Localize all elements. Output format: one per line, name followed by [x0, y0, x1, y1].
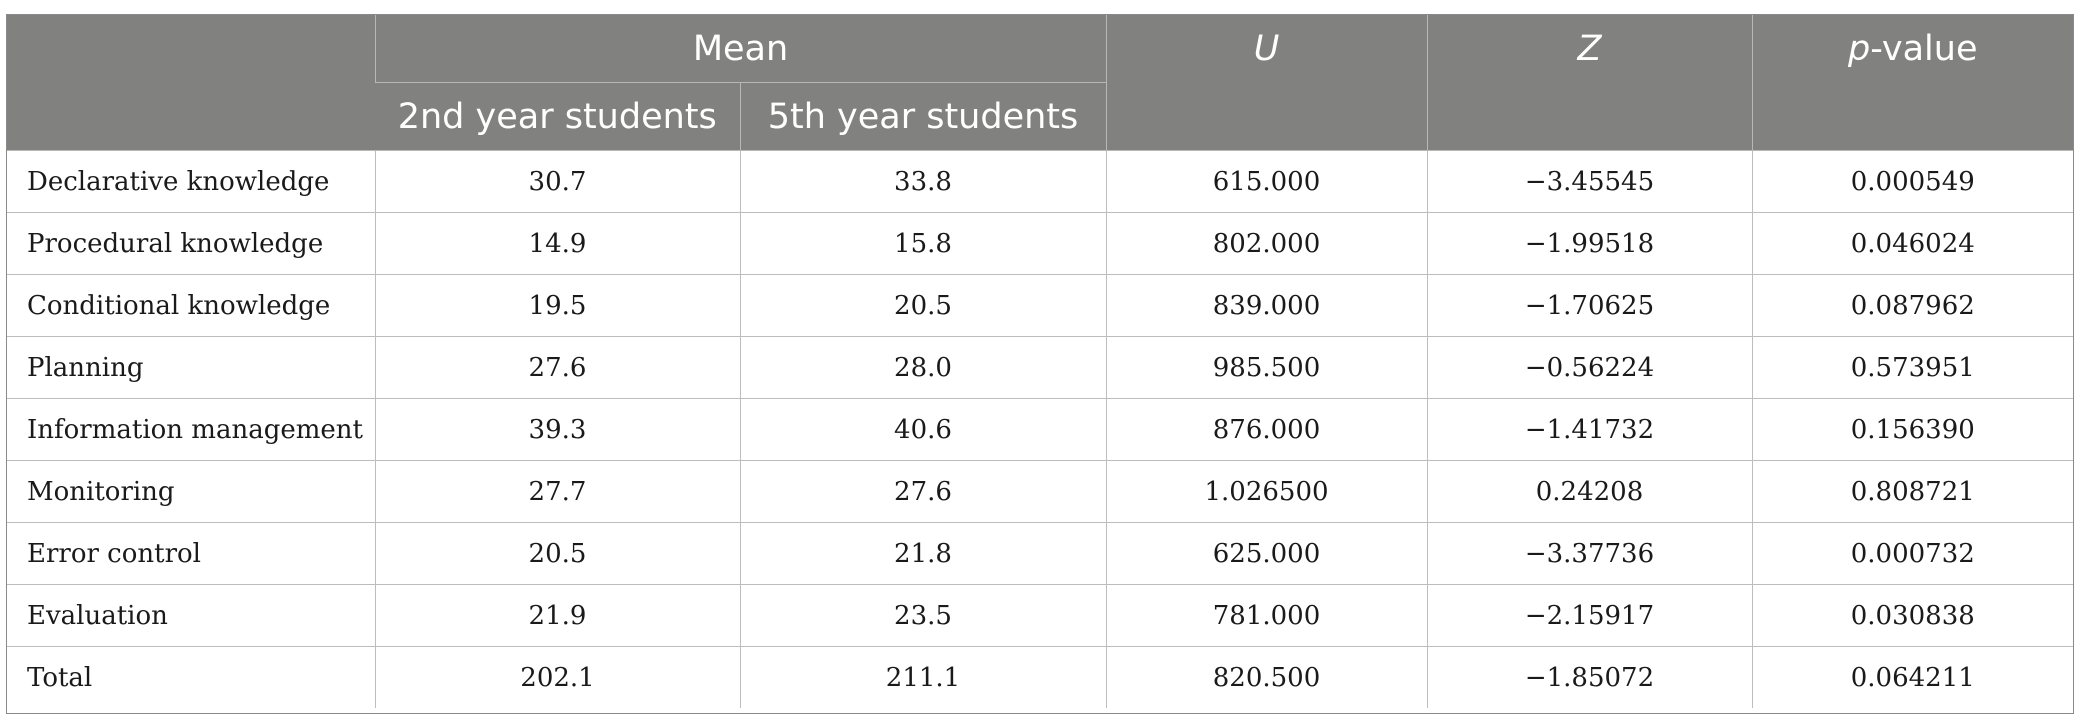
- p-value: 0.573951: [1751, 336, 2073, 399]
- header-p-italic: p: [1847, 29, 1871, 69]
- mean-second-year: 20.5: [374, 522, 740, 585]
- table-row: Declarative knowledge 30.7 33.8 615.000 …: [7, 150, 2073, 213]
- mean-fifth-year: 15.8: [739, 212, 1106, 275]
- row-label: Error control: [7, 522, 375, 585]
- header-z: Z: [1426, 15, 1752, 151]
- u-value: 985.500: [1105, 336, 1427, 399]
- header-row-top: Mean U Z p-value: [7, 15, 2073, 151]
- table-row: Evaluation 21.9 23.5 781.000 −2.15917 0.…: [7, 584, 2073, 647]
- mean-second-year: 19.5: [374, 274, 740, 337]
- p-value: 0.046024: [1751, 212, 2073, 275]
- p-value: 0.156390: [1751, 398, 2073, 461]
- u-value: 625.000: [1105, 522, 1427, 585]
- header-p-value: p-value: [1751, 15, 2073, 151]
- mean-fifth-year: 33.8: [739, 150, 1106, 213]
- z-value: −3.45545: [1426, 150, 1752, 213]
- header-u: U: [1105, 15, 1427, 151]
- header-second-year: 2nd year students: [375, 82, 740, 151]
- mean-second-year: 27.7: [374, 460, 740, 523]
- header-row-bottom: 2nd year students 5th year students: [7, 82, 2073, 151]
- z-value: −1.41732: [1426, 398, 1752, 461]
- p-value: 0.030838: [1751, 584, 2073, 647]
- mean-fifth-year: 23.5: [739, 584, 1106, 647]
- u-value: 1.026500: [1105, 460, 1427, 523]
- table-row: Procedural knowledge 14.9 15.8 802.000 −…: [7, 212, 2073, 275]
- z-value: −1.99518: [1426, 212, 1752, 275]
- results-table-frame: Mean U Z p-value 2nd year students 5th y…: [6, 14, 2074, 714]
- header-p-rest: -value: [1870, 29, 1978, 69]
- table-row: Monitoring 27.7 27.6 1.026500 0.24208 0.…: [7, 460, 2073, 523]
- header-mean: Mean: [374, 15, 1106, 83]
- u-value: 615.000: [1105, 150, 1427, 213]
- row-label: Planning: [7, 336, 375, 399]
- row-label: Evaluation: [7, 584, 375, 647]
- row-label: Total: [27, 662, 93, 693]
- header-empty-cell: [7, 15, 375, 151]
- row-label: Procedural knowledge: [7, 212, 375, 275]
- p-value: 0.000549: [1751, 150, 2073, 213]
- mean-second-year: 202.1: [374, 646, 740, 708]
- p-value: 0.000732: [1751, 522, 2073, 585]
- z-value: 0.24208: [1426, 460, 1752, 523]
- mean-second-year: 14.9: [374, 212, 740, 275]
- mean-second-year: 27.6: [374, 336, 740, 399]
- row-label: Monitoring: [7, 460, 375, 523]
- results-table: Mean U Z p-value 2nd year students 5th y…: [7, 15, 2073, 708]
- header-fifth-year: 5th year students: [739, 82, 1106, 151]
- row-label: Information management: [7, 398, 375, 461]
- u-value: 820.500: [1105, 646, 1427, 708]
- z-value: −1.85072: [1426, 646, 1752, 708]
- z-value: −0.56224: [1426, 336, 1752, 399]
- header-u-label: U: [1253, 29, 1280, 69]
- z-value: −3.37736: [1426, 522, 1752, 585]
- table-row: Conditional knowledge 19.5 20.5 839.000 …: [7, 274, 2073, 337]
- u-value: 876.000: [1105, 398, 1427, 461]
- z-value: −1.70625: [1426, 274, 1752, 337]
- row-label: Declarative knowledge: [7, 150, 375, 213]
- z-value: −2.15917: [1426, 584, 1752, 647]
- table-row: Planning 27.6 28.0 985.500 −0.56224 0.57…: [7, 336, 2073, 399]
- u-value: 839.000: [1105, 274, 1427, 337]
- table-row: Total 202.1 211.1 820.500 −1.85072 0.064…: [7, 646, 2073, 708]
- table-row: Information management 39.3 40.6 876.000…: [7, 398, 2073, 461]
- mean-second-year: 21.9: [374, 584, 740, 647]
- table-row: Error control 20.5 21.8 625.000 −3.37736…: [7, 522, 2073, 585]
- mean-second-year: 30.7: [374, 150, 740, 213]
- p-value: 0.808721: [1751, 460, 2073, 523]
- mean-second-year: 39.3: [374, 398, 740, 461]
- row-label: Conditional knowledge: [7, 274, 375, 337]
- u-value: 781.000: [1105, 584, 1427, 647]
- mean-fifth-year: 40.6: [739, 398, 1106, 461]
- mean-fifth-year: 20.5: [739, 274, 1106, 337]
- p-value: 0.087962: [1751, 274, 2073, 337]
- mean-fifth-year: 211.1: [739, 646, 1106, 708]
- mean-fifth-year: 27.6: [739, 460, 1106, 523]
- header-z-label: Z: [1577, 29, 1602, 69]
- mean-fifth-year: 21.8: [739, 522, 1106, 585]
- u-value: 802.000: [1105, 212, 1427, 275]
- mean-fifth-year: 28.0: [739, 336, 1106, 399]
- p-value: 0.064211: [1751, 646, 2073, 708]
